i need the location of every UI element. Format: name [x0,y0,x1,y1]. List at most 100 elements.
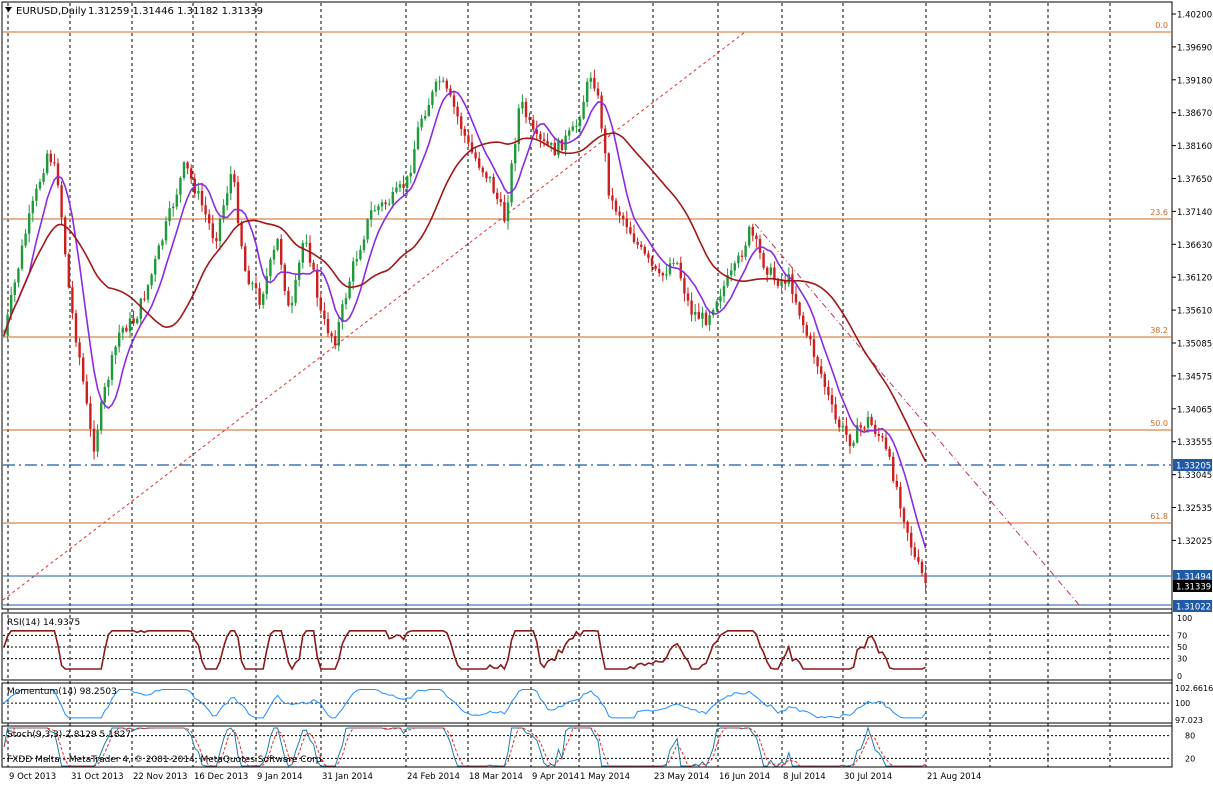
candle-body [229,174,232,194]
candle-body [247,270,250,285]
candle-body [236,182,240,224]
candle-body [456,106,459,117]
date-tick-label: 16 Dec 2013 [194,772,248,782]
candle-body [715,301,718,311]
candle-body [467,135,470,143]
candle-body [582,101,585,119]
candle-body [708,315,711,325]
candle-body [96,430,99,452]
fib-level-label: 61.8 [1150,512,1168,521]
candle-body [661,273,664,276]
fibonacci-retracement[interactable]: 0.0 23.6 38.2 50.0 61.8 [3,21,1171,524]
candle-body [197,190,200,194]
momentum-line [3,689,927,719]
candle-body [535,129,538,134]
date-tick-label: 23 May 2014 [654,772,709,782]
candle-body [805,325,808,336]
candle-body [884,437,888,449]
candle-body [690,300,693,315]
candle-body [607,153,610,196]
candle-body [488,176,492,179]
candle-body [812,339,816,357]
date-tick-label: 31 Jan 2014 [322,772,373,782]
candle-body [895,480,898,487]
candle-body [226,193,229,206]
candle-body [67,254,70,288]
candle-body [262,293,265,305]
candle-body [132,318,135,324]
candle-body [28,213,31,234]
candle-body [276,238,279,250]
candle-body [161,240,164,246]
candle-body [730,270,733,276]
candle-body [665,274,668,276]
candle-body [510,163,513,203]
candle-body [78,342,81,358]
candle-body [744,245,747,257]
candle-body [658,268,661,274]
candle-body [506,202,510,222]
stochastic-pane[interactable] [1,725,1173,768]
candle-body [686,293,690,301]
horizontal-levels [3,464,1171,606]
candle-body [10,294,13,315]
price-tick-label: 1.36120 [1177,274,1212,284]
date-tick-label: 22 Nov 2013 [133,772,187,782]
candle-body [42,173,45,182]
trendlines[interactable] [2,31,1081,607]
candle-body [557,139,560,156]
candle-body [182,162,186,178]
candle-body [676,262,679,264]
candle-body [85,381,88,404]
candle-body [496,192,499,200]
candle-body [330,333,333,336]
price-tick-label: 1.38670 [1177,109,1212,119]
candle-body [863,427,866,429]
candle-body [366,219,369,240]
price-box-label: 1.31022 [1176,603,1211,613]
candle-body [539,133,542,140]
candle-body [668,263,672,275]
price-box [1173,600,1212,612]
candle-body [830,395,834,405]
date-tick-label: 8 Jul 2014 [783,772,826,782]
candle-body [290,302,294,306]
date-tick-label: 30 Jul 2014 [844,772,892,782]
date-tick-label: 24 Feb 2014 [407,772,460,782]
candle-body [866,417,870,428]
candle-body [388,203,391,205]
candle-body [834,404,837,420]
candle-body [442,80,445,82]
price-tick-label: 1.35085 [1177,340,1212,350]
candle-body [24,233,27,246]
symbol-label: EURUSD,Daily [16,6,87,17]
candle-body [71,287,74,314]
candle-body [503,202,506,222]
date-tick-label: 16 Jun 2014 [719,772,770,782]
candle-body [434,81,438,92]
candle-body [445,80,448,89]
copyright-text: FXDD Malta - MetaTrader 4, © 2001-2014, … [7,755,324,765]
candle-body [298,262,301,280]
candle-body [301,243,304,263]
price-tick-label: 1.32025 [1177,537,1212,547]
candle-body [589,77,592,82]
candle-body [373,210,376,212]
candle-body [600,95,603,129]
candle-body [532,119,535,130]
fib-level-label: 50.0 [1150,419,1168,428]
candle-body [632,233,636,243]
stoch-scale-label: 80 [1185,732,1195,741]
dropdown-triangle-icon[interactable] [5,7,12,12]
candle-body [204,205,207,215]
candle-body [391,192,394,204]
candle-body [478,158,481,168]
candle-body [820,366,823,375]
candle-body [409,172,412,177]
date-axis: 9 Oct 2013 31 Oct 2013 22 Nov 2013 16 Dec 2… [9,772,981,782]
candle-body [362,239,366,250]
candle-body [776,280,780,286]
candle-body [636,242,639,245]
